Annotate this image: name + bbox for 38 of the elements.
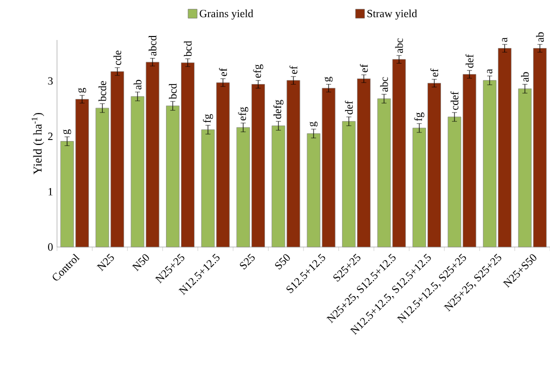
legend-label: Grains yield [200,10,254,20]
data-label: ab [134,80,142,90]
data-label: ef [360,64,368,72]
y-tick-label: 2 [48,132,53,140]
data-label: g [63,129,72,134]
data-label: efg [238,106,248,120]
y-tick-label: 1 [48,188,52,196]
y-tick-label: 3 [48,77,53,85]
data-label: def [466,54,474,68]
data-label: ab [536,32,544,42]
data-label: ef [430,68,438,77]
data-label: bcde [98,81,106,102]
data-label: a [487,69,492,74]
y-axis-title: Yield (t ha$^{-1}$) [32,112,44,174]
data-label: ef [289,66,298,74]
data-label: abc [380,77,388,92]
data-label: g [310,122,318,126]
data-label: efg [253,64,264,78]
data-label: cdef [450,91,458,110]
legend-label: Straw yield [367,10,417,20]
x-tick-label: S25 [240,254,255,270]
data-label: abcd [148,35,156,56]
data-label: cde [113,50,122,66]
x-tick-label: N50 [132,254,149,272]
data-label: fg [414,112,424,122]
data-label: def [344,100,353,114]
data-label: defg [273,100,284,119]
data-label: ab [521,72,529,82]
y-tick-label: 0 [48,243,53,251]
x-tick-label: N25 [96,254,114,272]
data-label: ef [219,68,227,76]
data-label: fg [202,114,214,123]
data-label: bcd [184,40,192,57]
data-label: bcd [168,83,177,100]
data-label: g [324,76,333,82]
data-label: abc [395,38,403,53]
data-label: a [502,37,508,42]
data-label: g [78,88,86,93]
